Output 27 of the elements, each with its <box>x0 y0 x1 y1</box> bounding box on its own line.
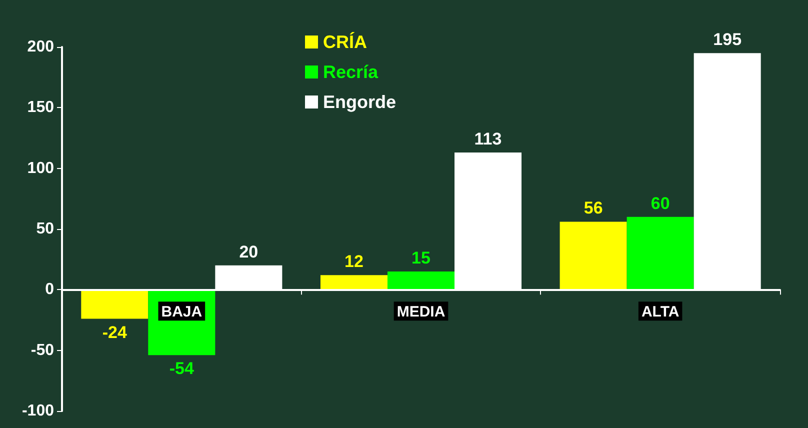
y-tick-label: 0 <box>45 281 54 298</box>
legend-label: Engorde <box>323 92 396 112</box>
y-tick-label: 100 <box>27 160 54 177</box>
data-label: 12 <box>344 252 364 272</box>
y-tick-label: 50 <box>36 220 54 238</box>
data-label: -54 <box>169 359 194 378</box>
data-label: 15 <box>412 248 430 268</box>
bar <box>387 271 455 290</box>
bar <box>626 216 694 290</box>
data-label: 113 <box>474 130 502 149</box>
data-label: -24 <box>102 322 128 342</box>
data-label: 20 <box>239 242 258 262</box>
data-label: 195 <box>713 30 742 50</box>
bar <box>81 290 148 319</box>
x-tick-label: ALTA <box>641 304 680 321</box>
legend-label: CRÍA <box>323 32 367 52</box>
data-label: 56 <box>584 198 603 218</box>
y-tick-label: -100 <box>22 402 54 420</box>
data-label: 60 <box>650 194 670 213</box>
bar <box>560 222 627 290</box>
legend-label: Recría <box>323 62 380 82</box>
y-tick-label: 150 <box>27 99 54 116</box>
bar <box>320 275 388 290</box>
x-tick-label: BAJA <box>161 304 202 321</box>
y-tick-label: 200 <box>27 38 54 56</box>
x-tick-label: MEDIA <box>396 304 446 321</box>
y-tick-label: -50 <box>30 342 54 359</box>
